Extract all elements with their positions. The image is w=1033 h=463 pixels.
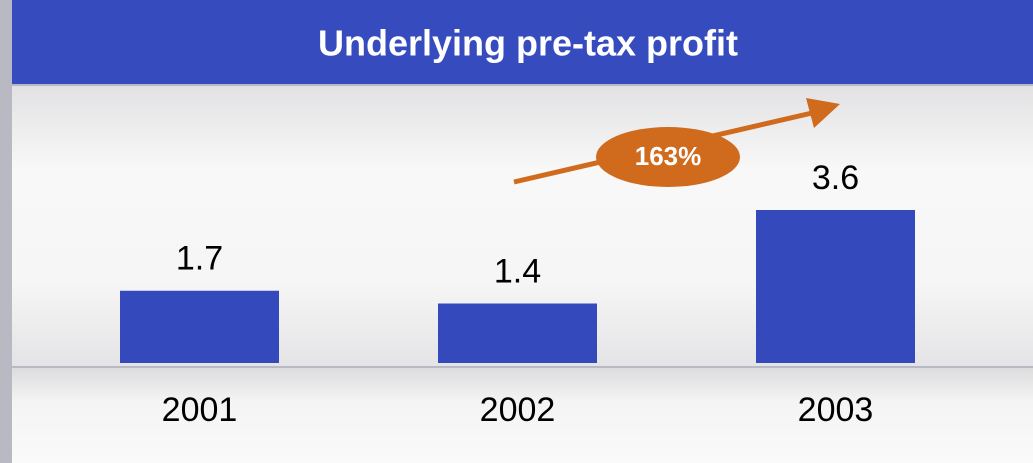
chart-title: Underlying pre-tax profit [318,23,738,64]
arrow-head [806,98,840,128]
category-band [12,368,1033,463]
bar [120,290,279,363]
value-label: 1.7 [176,240,223,278]
bar [438,303,597,363]
x-tick-label: 2001 [162,391,238,429]
annotation-badge [596,127,740,187]
x-tick-label: 2002 [480,391,556,429]
annotation: 163% [635,141,702,171]
x-tick-label: 2003 [798,391,874,429]
bar [756,210,915,363]
value-label: 1.4 [494,252,541,290]
value-label: 3.6 [812,159,859,197]
title-band [12,0,1033,84]
